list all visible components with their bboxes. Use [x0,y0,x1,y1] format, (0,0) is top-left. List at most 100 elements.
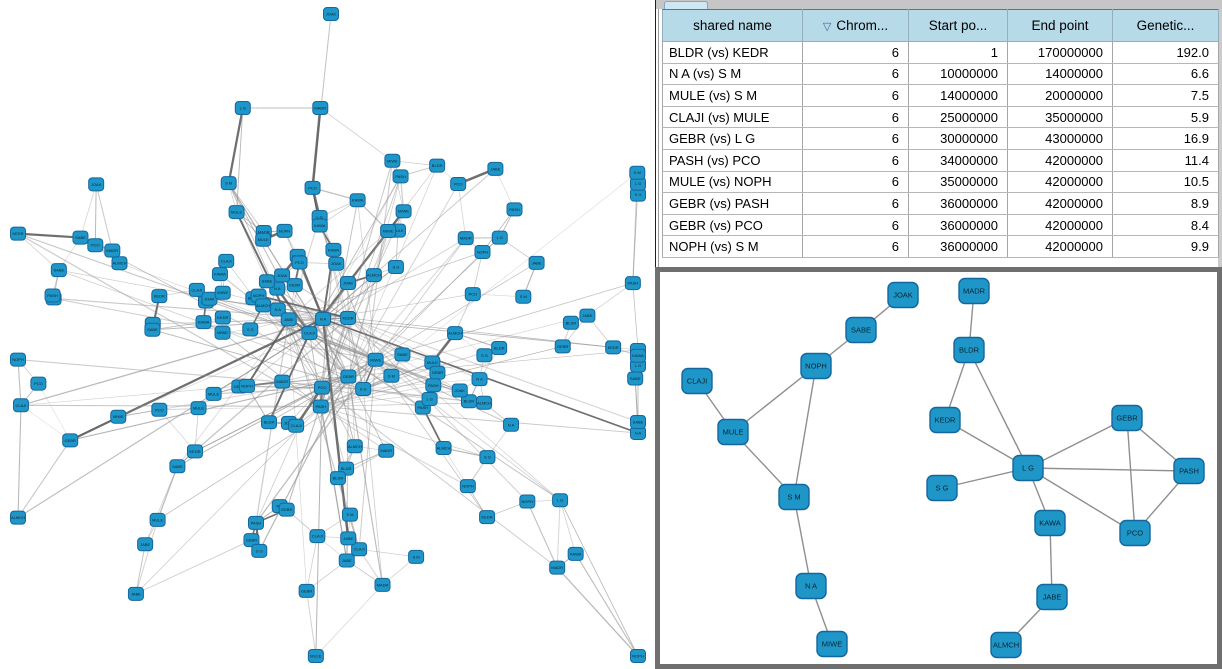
hairball-node[interactable]: GEBR [62,433,79,448]
hairball-node[interactable]: N A [315,311,332,326]
hairball-node[interactable]: SABE [630,414,646,429]
cell-end-point[interactable]: 42000000 [1007,235,1113,258]
column-header-end-point[interactable]: End point [1007,9,1113,42]
hairball-node[interactable]: S G [479,450,496,465]
hairball-node[interactable]: PASH [312,399,329,414]
hairball-node[interactable]: MULE [190,401,207,416]
main-network-view[interactable]: MULE KEDR BLDR NOPH SABE JOAK CLAJI MADR GEBR PAS… [0,0,655,669]
column-header-start-po[interactable]: Start po... [908,9,1008,42]
network-node-claji[interactable]: CLAJI [681,367,713,395]
hairball-node[interactable]: NOPH [519,494,536,509]
column-header-shared-name[interactable]: shared name [662,9,803,42]
table-row[interactable]: PASH (vs) PCO 6 34000000 42000000 11.4 [662,149,1219,172]
hairball-node[interactable]: JABE [280,312,297,327]
hairball-node[interactable]: KAWA [311,218,328,233]
cell-genetic[interactable]: 8.4 [1112,214,1219,237]
cell-shared-name[interactable]: GEBR (vs) PASH [662,192,803,215]
hairball-node[interactable]: ALMCH [365,268,382,283]
network-node-pash[interactable]: PASH [1173,457,1205,485]
hairball-node[interactable]: BLDR [329,471,346,486]
column-header-genetic[interactable]: Genetic... [1112,9,1219,42]
table-row[interactable]: GEBR (vs) PASH 6 36000000 42000000 8.9 [662,192,1219,215]
network-node-joak[interactable]: JOAK [887,281,919,309]
cell-chrom[interactable]: 6 [802,214,909,237]
hairball-node[interactable]: S G [251,543,268,558]
hairball-node[interactable]: MADR [274,374,291,389]
hairball-node[interactable]: MADR [374,577,391,592]
cell-chrom[interactable]: 6 [802,63,909,86]
network-node-mule[interactable]: MULE [717,418,749,446]
cell-genetic[interactable]: 9.9 [1112,235,1219,258]
hairball-node[interactable]: MIWE [110,409,127,424]
cell-end-point[interactable]: 20000000 [1007,84,1113,107]
hairball-node[interactable]: ALMCH [476,395,493,410]
cell-shared-name[interactable]: CLAJI (vs) MULE [662,106,803,129]
hairball-node[interactable]: CLAJI [12,398,29,413]
hairball-node[interactable]: KAWA [567,546,584,561]
hairball-node[interactable]: JOAK [451,383,468,398]
hairball-node[interactable]: L G [491,230,508,245]
cell-chrom[interactable]: 6 [802,106,909,129]
hairball-node[interactable]: BLDR [491,340,508,355]
hairball-node[interactable]: CLAJI [288,418,305,433]
hairball-node[interactable]: S M [383,368,400,383]
hairball-node[interactable]: BLDR [562,315,579,330]
network-node-pco[interactable]: PCO [1119,519,1151,547]
hairball-node[interactable]: PASH [247,515,264,530]
hairball-node[interactable]: PCO [87,238,104,253]
cell-chrom[interactable]: 6 [802,84,909,107]
hairball-node[interactable]: S M [629,165,646,180]
hairball-node[interactable]: KEDR [479,510,496,525]
table-row[interactable]: MULE (vs) NOPH 6 35000000 42000000 10.5 [662,171,1219,194]
cell-end-point[interactable]: 42000000 [1007,149,1113,172]
hairball-node[interactable]: ALMCH [447,326,464,341]
hairball-node[interactable]: JABE [340,531,357,546]
cell-start-po[interactable]: 36000000 [908,192,1008,215]
network-node-kedr[interactable]: KEDR [929,406,961,434]
hairball-node[interactable]: KAWA [195,315,212,330]
hairball-node[interactable]: KEDR [605,340,622,355]
network-node-kawa[interactable]: KAWA [1034,509,1066,537]
cell-end-point[interactable]: 170000000 [1007,41,1113,64]
table-row[interactable]: MULE (vs) S M 6 14000000 20000000 7.5 [662,84,1219,107]
cell-start-po[interactable]: 10000000 [908,63,1008,86]
network-node-miwe[interactable]: MIWE [816,630,848,658]
hairball-node[interactable]: JOAK [88,177,105,192]
hairball-node[interactable]: MADR [104,243,121,258]
hairball-node[interactable]: NOPH [238,378,255,393]
hairball-node[interactable]: S M [515,289,532,304]
hairball-node[interactable]: JABE [338,553,355,568]
hairball-node[interactable]: MIWE [214,325,231,340]
hairball-node[interactable]: GEBR [340,369,357,384]
hairball-node[interactable]: NOPH [10,352,26,367]
cell-genetic[interactable]: 8.9 [1112,192,1219,215]
hairball-node[interactable]: MULE [149,512,166,527]
hairball-node[interactable]: ALMCH [255,298,272,313]
cell-genetic[interactable]: 7.5 [1112,84,1219,107]
hairball-node[interactable]: KAWA [211,267,228,282]
hairball-node[interactable]: SABE [72,230,89,245]
cell-shared-name[interactable]: PASH (vs) PCO [662,149,803,172]
hairball-node[interactable]: MULE [307,649,324,663]
hairball-node[interactable]: JOAK [323,7,339,21]
hairball-node[interactable]: SABE [394,347,411,362]
hairball-node[interactable]: NOPH [276,223,293,238]
table-row[interactable]: GEBR (vs) L G 6 30000000 43000000 16.9 [662,127,1219,150]
cell-shared-name[interactable]: BLDR (vs) KEDR [662,41,803,64]
hairball-node[interactable]: SABE [50,263,67,278]
cell-shared-name[interactable]: MULE (vs) NOPH [662,171,803,194]
hairball-node[interactable]: KEDR [10,226,26,241]
hairball-node[interactable]: SABE [258,274,275,289]
network-node-gebr[interactable]: GEBR [1111,404,1143,432]
hairball-node[interactable]: S M [220,176,237,191]
hairball-node[interactable]: MADR [457,231,474,246]
hairball-node[interactable]: SABE [627,371,644,386]
hairball-node[interactable]: NOPH [630,649,646,663]
hairball-node[interactable]: JOAK [201,291,218,306]
filter-funnel-icon[interactable]: ▽ [822,21,832,33]
hairball-node[interactable]: N A [503,417,520,432]
network-node-madr[interactable]: MADR [958,277,990,305]
hairball-node[interactable]: MADR [549,560,566,575]
hairball-node[interactable]: KAWA [325,242,342,257]
